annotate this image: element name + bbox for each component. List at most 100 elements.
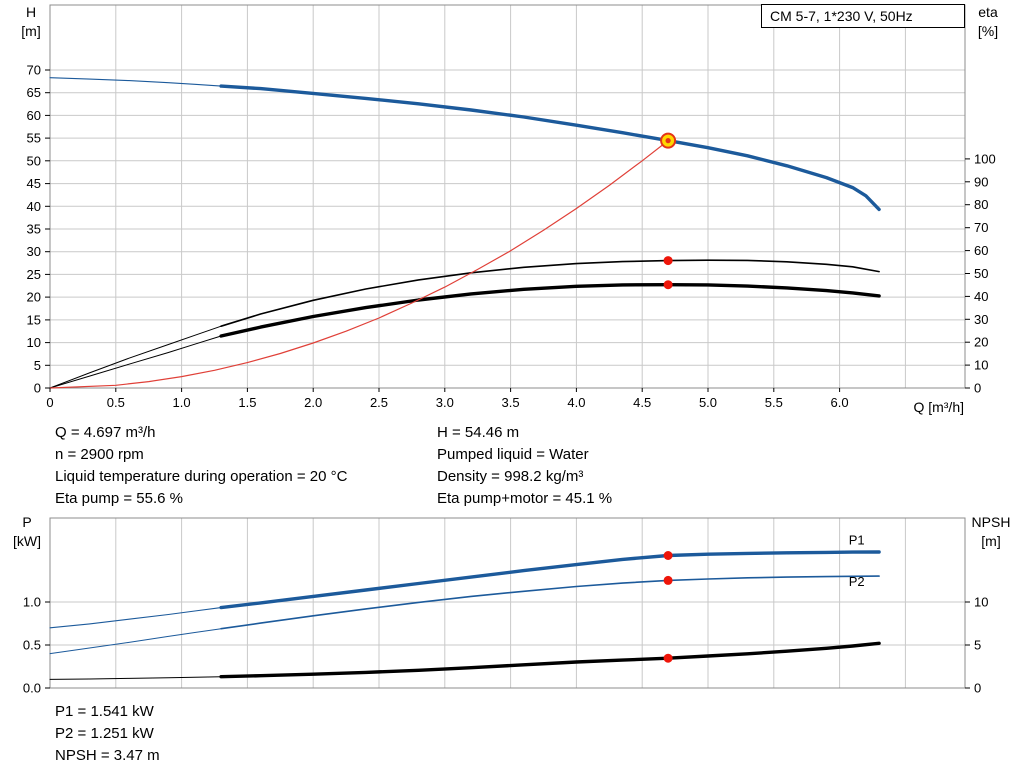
series-label-p2: P2 [849,574,865,589]
info-line-liquid-temp: Liquid temperature during operation = 20… [55,468,348,485]
left-axis-tick-label: 45 [27,176,41,191]
system-curve [49,140,669,389]
right-axis-tick-label: 90 [974,174,988,189]
h-axis-title-line1: H [25,4,37,20]
h-axis-title: H [m] [12,3,50,41]
left-axis-tick-label: 55 [27,131,41,146]
pump-title-text: CM 5-7, 1*230 V, 50Hz [770,8,913,24]
left-axis-tick-label: 25 [27,267,41,282]
right-axis-tick-label: 70 [974,220,988,235]
plot-border [49,517,966,689]
eta-pump-motor-curve [49,335,222,389]
p-axis-title: P [kW] [6,513,48,551]
info-line-q: Q = 4.697 m³/h [55,424,156,441]
x-axis-tick-label: 1.5 [238,395,256,410]
x-axis-tick-label: 4.5 [633,395,651,410]
curve-point-marker [663,653,673,663]
pump-title-box: CM 5-7, 1*230 V, 50Hz [761,4,965,28]
p-axis-title-line2: [kW] [13,533,41,549]
p2-curve [49,628,222,655]
left-axis-tick-label: 1.0 [23,595,41,610]
p1-curve [219,550,881,610]
left-axis-tick-label: 0.0 [23,681,41,696]
npsh-curve [219,641,881,679]
right-axis-tick-label: 60 [974,243,988,258]
right-axis-tick-label: 10 [974,358,988,373]
left-axis-tick-label: 15 [27,312,41,327]
right-axis-tick-label: 30 [974,312,988,327]
x-axis-tick-label: 1.0 [173,395,191,410]
duty-info-right: H = 54.46 m Pumped liquid = Water Densit… [437,422,612,510]
left-axis-tick-label: 10 [27,335,41,350]
npsh-curve [49,676,222,680]
p-axis-title-line1: P [22,514,32,530]
curve-point-marker [663,575,673,585]
head-curve [49,77,222,87]
right-axis-tick-label: 80 [974,197,988,212]
x-axis-tick-label: 5.5 [765,395,783,410]
info-line-density: Density = 998.2 kg/m³ [437,468,584,485]
right-axis-tick-label: 40 [974,289,988,304]
x-axis-tick-label: 0.5 [107,395,125,410]
curve-point-marker [663,256,673,266]
right-axis-tick-label: 10 [974,595,988,610]
left-axis-tick-label: 40 [27,199,41,214]
curve-point-marker [663,551,673,560]
eta-axis-title-line1: eta [978,4,998,20]
x-axis-tick-label: 2.5 [370,395,388,410]
info-line-p1: P1 = 1.541 kW [55,703,154,720]
head-curve [219,84,881,212]
right-axis-tick-label: 0 [974,681,981,696]
right-axis-tick-label: 50 [974,266,988,281]
eta-axis-title-line2: [%] [977,23,999,39]
duty-info-left: Q = 4.697 m³/h n = 2900 rpm Liquid tempe… [55,422,347,510]
left-axis-tick-label: 30 [27,244,41,259]
left-axis-tick-label: 35 [27,222,41,237]
x-axis-tick-label: 2.0 [304,395,322,410]
right-axis-tick-label: 100 [974,151,996,166]
npsh-axis-title: NPSH [m] [962,513,1020,551]
left-axis-tick-label: 65 [27,85,41,100]
right-axis-tick-label: 20 [974,335,988,350]
left-axis-tick-label: 5 [34,358,41,373]
eta-axis-title: eta [%] [966,3,1010,41]
eta-pump-curve [220,259,880,328]
info-line-h: H = 54.46 m [437,424,520,441]
left-axis-tick-label: 0 [34,381,41,396]
info-line-npsh: NPSH = 3.47 m [55,747,160,764]
x-axis-tick-label: 3.0 [436,395,454,410]
x-axis-tick-label: 3.5 [502,395,520,410]
plot-border [49,4,966,389]
x-axis-tick-label: 5.0 [699,395,717,410]
q-axis-title-text: Q [m³/h] [913,399,964,415]
right-axis-tick-label: 5 [974,638,981,653]
info-line-pumped-liquid: Pumped liquid = Water [437,446,589,463]
h-axis-title-line2: [m] [21,23,41,39]
info-line-eta-pump-motor: Eta pump+motor = 45.1 % [437,490,613,507]
p2-curve [220,575,880,630]
left-axis-tick-label: 70 [27,63,41,78]
left-axis-tick-label: 20 [27,290,41,305]
x-axis-tick-label: 0 [46,395,53,410]
eta-pump-curve [49,325,222,389]
left-axis-tick-label: 50 [27,153,41,168]
eta-pump-motor-curve [219,283,881,338]
curve-point-marker [663,280,673,290]
duty-point-center [665,138,671,144]
x-axis-tick-label: 6.0 [831,395,849,410]
left-axis-tick-label: 0.5 [23,638,41,653]
power-info: P1 = 1.541 kW P2 = 1.251 kW NPSH = 3.47 … [55,701,160,767]
npsh-axis-title-line1: NPSH [971,514,1011,530]
series-label-p1: P1 [849,532,865,547]
p1-curve [49,607,222,629]
q-axis-title: Q [m³/h] [876,398,964,417]
right-axis-tick-label: 0 [974,381,981,396]
left-axis-tick-label: 60 [27,108,41,123]
info-line-n: n = 2900 rpm [55,446,144,463]
info-line-p2: P2 = 1.251 kW [55,725,154,742]
npsh-axis-title-line2: [m] [981,533,1001,549]
info-line-eta-pump: Eta pump = 55.6 % [55,490,183,507]
x-axis-tick-label: 4.0 [567,395,585,410]
